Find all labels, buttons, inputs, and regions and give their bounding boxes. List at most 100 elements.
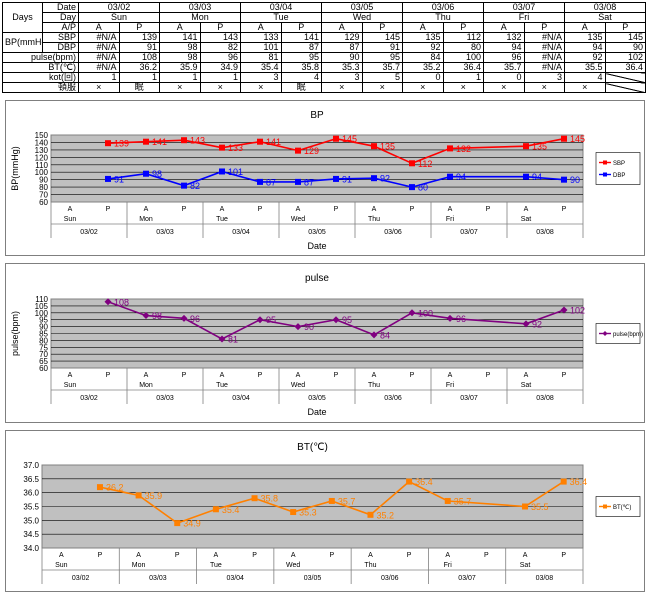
data-label: 36.2 [106, 483, 124, 493]
bt-cell: 35.4 [240, 62, 282, 73]
x-tick-label-day: Sun [55, 562, 68, 569]
data-point [257, 138, 263, 145]
kot-cell: 1 [78, 72, 120, 83]
x-tick-label-day: Wed [291, 216, 305, 223]
data-label: 92 [380, 174, 390, 184]
kot-cell [604, 72, 646, 83]
pulse-cell: #N/A [78, 52, 120, 63]
row-label-bt: BT(℃) [2, 62, 79, 73]
sleep-cell: × [523, 82, 565, 93]
data-point [219, 168, 225, 175]
data-label: 141 [152, 137, 167, 147]
dbp-cell: 90 [604, 42, 646, 53]
sbp-cell: 145 [604, 32, 646, 43]
y-tick-label: 80 [39, 183, 48, 192]
x-tick-label-ap: A [372, 206, 377, 213]
data-point [295, 147, 301, 154]
x-tick-label-date: 03/06 [381, 575, 399, 582]
bt-cell: 36.2 [118, 62, 160, 73]
x-tick-label-day: Fri [444, 562, 453, 569]
sbp-cell: 139 [118, 32, 160, 43]
data-label: 95 [342, 315, 352, 325]
x-tick-label-ap: P [106, 372, 111, 379]
sbp-cell: 133 [240, 32, 282, 43]
data-point [406, 478, 413, 485]
x-tick-label-day: Sat [521, 382, 532, 389]
x-tick-label-day: Thu [364, 562, 376, 569]
x-tick-label-day: Thu [368, 382, 380, 389]
date-cell: 03/08 [564, 2, 646, 13]
x-tick-label-ap: A [214, 552, 219, 559]
x-tick-label-ap: A [368, 552, 373, 559]
x-tick-label-ap: A [144, 372, 149, 379]
legend-swatch-marker [603, 160, 607, 165]
legend-entry: DBP [613, 173, 625, 179]
sbp-cell: 141 [280, 32, 322, 43]
vitals-table: Days Date 03/02 03/03 03/04 03/05 03/06 … [2, 2, 646, 93]
data-point [371, 143, 377, 150]
x-tick-label-ap: A [220, 206, 225, 213]
sbp-cell: 145 [361, 32, 403, 43]
dbp-cell: 87 [321, 42, 363, 53]
data-label: 141 [266, 137, 281, 147]
data-point [560, 306, 568, 314]
dbp-cell: 101 [240, 42, 282, 53]
sbp-cell: #N/A [78, 32, 120, 43]
row-label-day: Day [42, 12, 79, 23]
data-point [444, 497, 451, 504]
dbp-cell: 87 [280, 42, 322, 53]
x-tick-label-date: 03/07 [458, 575, 476, 582]
ap-cell: P [199, 22, 241, 33]
x-tick-label-ap: A [68, 372, 73, 379]
x-tick-label-ap: A [524, 206, 529, 213]
y-tick-label: 60 [39, 364, 48, 373]
sbp-cell: 135 [402, 32, 444, 43]
data-label: 101 [228, 167, 243, 177]
x-tick-label-day: Tue [210, 562, 222, 569]
ap-cell: A [483, 22, 525, 33]
row-label-sbp: SBP [42, 32, 79, 43]
x-tick-label-date: 03/06 [384, 229, 402, 236]
x-tick-label-day: Sat [521, 216, 532, 223]
bt-cell: 35.7 [483, 62, 525, 73]
data-point [290, 509, 297, 516]
pulse-cell: 95 [280, 52, 322, 63]
data-point [104, 298, 112, 306]
ap-cell: P [523, 22, 565, 33]
date-cell: 03/07 [483, 2, 565, 13]
legend-box [595, 152, 641, 185]
kot-cell: 3 [240, 72, 282, 83]
table-row-sleep: 頓服 × 眠 × × × 眠 × × × × × × × [2, 82, 646, 93]
data-label: 84 [380, 330, 390, 340]
y-tick-label: 34.5 [23, 530, 39, 539]
kot-cell: 0 [483, 72, 525, 83]
pulse-cell: 102 [604, 52, 646, 63]
x-tick-label-date: 03/03 [156, 395, 174, 402]
bt-cell: #N/A [523, 62, 565, 73]
date-cell: 03/04 [240, 2, 322, 13]
data-label: 34.9 [183, 519, 201, 529]
data-point [561, 135, 567, 142]
sleep-cell: × [240, 82, 282, 93]
bt-cell: 35.3 [321, 62, 363, 73]
kot-cell: 1 [199, 72, 241, 83]
y-tick-label: 35.5 [23, 503, 39, 512]
data-point [135, 492, 142, 499]
x-tick-label-day: Mon [139, 382, 153, 389]
kot-cell: 3 [523, 72, 565, 83]
bt-cell: 35.7 [361, 62, 403, 73]
data-point [257, 178, 263, 185]
data-point [371, 175, 377, 182]
x-tick-label-day: Thu [368, 216, 380, 223]
x-tick-label-ap: P [486, 372, 491, 379]
pulse-cell: 84 [402, 52, 444, 63]
sbp-cell: 135 [564, 32, 606, 43]
data-label: 108 [114, 297, 129, 307]
data-point [370, 331, 378, 339]
data-point [446, 314, 454, 322]
x-tick-label-ap: P [258, 372, 263, 379]
data-label: 96 [456, 314, 466, 324]
kot-cell: 1 [159, 72, 201, 83]
row-label-sleep: 頓服 [2, 82, 79, 93]
x-tick-label-ap: P [486, 206, 491, 213]
